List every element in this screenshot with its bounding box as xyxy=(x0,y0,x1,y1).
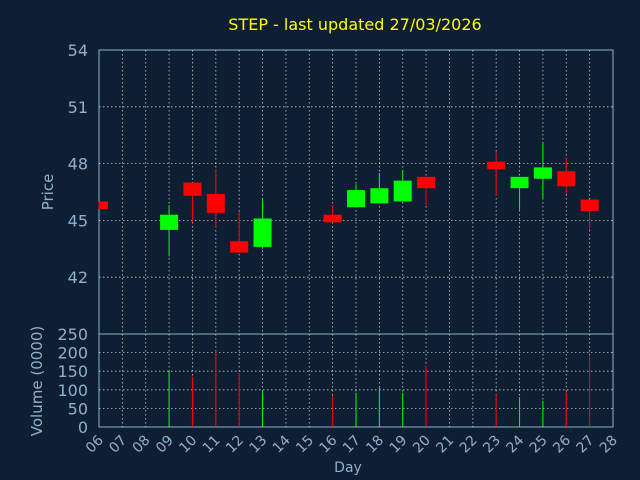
candle-body xyxy=(557,171,576,187)
x-tick-label: 09 xyxy=(153,433,177,457)
candle xyxy=(347,184,365,208)
x-tick-label: 26 xyxy=(550,432,574,456)
price-axis-label: Price xyxy=(39,174,57,211)
candle-body xyxy=(487,161,506,170)
x-tick-labels: 06 07 08 09 10 11 12 13 14 15 16 17 18 19 20 21 22 23 24 25… xyxy=(83,432,621,456)
price-tick-label: 54 xyxy=(68,41,88,60)
candle-body xyxy=(510,176,529,189)
candle xyxy=(580,199,599,230)
candle xyxy=(533,142,552,200)
volume-tick-label: 0 xyxy=(78,418,88,437)
candle-body xyxy=(183,182,202,196)
candles xyxy=(98,142,599,257)
volume-bars xyxy=(168,350,591,427)
x-tick-label: 10 xyxy=(176,433,200,457)
candle xyxy=(160,205,179,257)
candle xyxy=(370,173,389,204)
chart-title: STEP - last updated 27/03/2026 xyxy=(228,15,481,34)
x-tick-label: 19 xyxy=(387,433,411,457)
candle xyxy=(183,182,202,223)
candle xyxy=(487,152,506,196)
candle xyxy=(417,176,436,206)
price-tick-label: 48 xyxy=(68,155,88,174)
candle-body xyxy=(417,176,436,189)
x-tick-label: 24 xyxy=(503,432,527,456)
x-tick-label: 28 xyxy=(597,433,621,457)
candle xyxy=(206,169,225,228)
price-tick-label: 42 xyxy=(68,268,88,287)
candle-body xyxy=(347,190,365,208)
candle-body xyxy=(580,199,599,211)
volume-tick-label: 50 xyxy=(68,399,88,418)
x-tick-label: 23 xyxy=(480,433,504,457)
candle xyxy=(323,205,342,223)
volume-axis-label: Volume (0000) xyxy=(28,326,46,436)
candle-body xyxy=(99,201,108,210)
candle xyxy=(510,176,529,211)
x-axis-label: Day xyxy=(334,460,362,476)
x-tick-label: 12 xyxy=(223,433,247,457)
candle-body xyxy=(370,188,389,204)
price-tick-labels: 42 45 48 51 54 xyxy=(68,41,88,287)
price-tick-label: 45 xyxy=(68,211,88,230)
x-tick-label: 07 xyxy=(106,433,130,457)
x-tick-label: 18 xyxy=(363,433,387,457)
x-tick-label: 13 xyxy=(246,433,270,457)
x-tick-label: 20 xyxy=(410,433,434,457)
candle-body xyxy=(533,167,552,179)
x-tick-label: 15 xyxy=(293,433,317,457)
candle xyxy=(98,201,108,210)
x-tick-label: 22 xyxy=(457,433,481,457)
volume-tick-label: 150 xyxy=(57,362,88,381)
x-tick-label: 11 xyxy=(200,433,224,457)
candle xyxy=(393,171,412,202)
volume-tick-label: 250 xyxy=(57,325,88,344)
price-panel: 42 45 48 51 54 Price xyxy=(39,41,614,335)
candle xyxy=(253,199,272,249)
candle-body xyxy=(206,193,225,213)
candle-body xyxy=(323,214,342,223)
price-tick-label: 51 xyxy=(68,98,88,117)
x-tick-label: 14 xyxy=(270,432,294,456)
candle-body xyxy=(230,241,249,253)
volume-tick-label: 100 xyxy=(57,381,88,400)
candle-body xyxy=(393,180,412,202)
x-tick-label: 27 xyxy=(574,433,598,457)
candle-body xyxy=(253,218,272,247)
candle xyxy=(230,210,249,253)
candle-body xyxy=(160,214,179,230)
volume-tick-label: 200 xyxy=(57,344,88,363)
price-grid xyxy=(99,50,613,334)
x-tick-label: 16 xyxy=(317,432,341,456)
x-tick-label: 08 xyxy=(130,433,154,457)
x-tick-label: 21 xyxy=(433,433,457,457)
candle xyxy=(557,157,576,194)
x-tick-label: 17 xyxy=(340,433,364,457)
x-tick-label: 25 xyxy=(527,433,551,457)
